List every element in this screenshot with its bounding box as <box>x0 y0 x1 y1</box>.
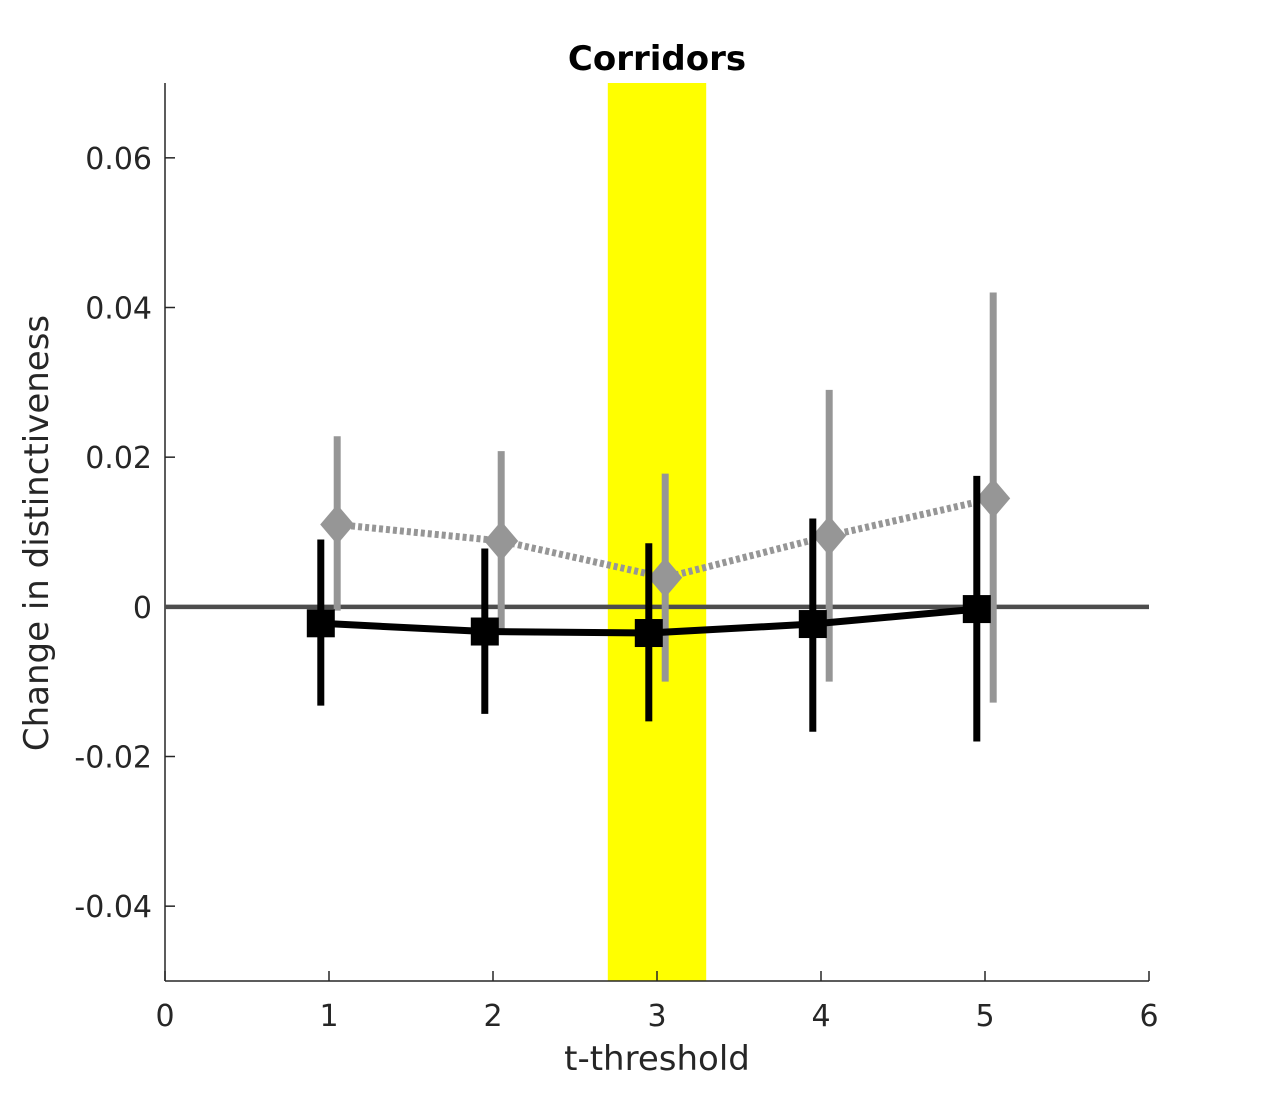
x-tick-label: 6 <box>1139 999 1158 1034</box>
highlight-band <box>607 83 707 981</box>
y-axis-label: Change in distinctiveness <box>17 315 57 751</box>
y-tick-label: 0.06 <box>85 142 152 177</box>
data-point-square <box>470 617 499 646</box>
data-point-diamond <box>484 520 519 561</box>
x-tick-label: 2 <box>483 999 502 1034</box>
y-tick-label: -0.02 <box>74 741 152 776</box>
chart-title: Corridors <box>568 39 746 79</box>
y-tick-label: 0.02 <box>85 441 152 476</box>
x-tick-label: 4 <box>811 999 830 1034</box>
y-tick-label: -0.04 <box>74 890 152 925</box>
x-axis-label: t-threshold <box>564 1039 750 1079</box>
y-tick-label: 0.04 <box>85 292 152 327</box>
x-tick-label: 0 <box>155 999 174 1034</box>
highlight-band-layer <box>607 83 707 981</box>
data-point-square <box>306 609 335 638</box>
data-point-square <box>798 610 827 639</box>
data-point-diamond <box>976 478 1011 519</box>
data-point-square <box>962 595 991 624</box>
data-point-diamond <box>648 557 683 598</box>
y-tick-label: 0 <box>133 591 152 626</box>
x-tick-label: 3 <box>647 999 666 1034</box>
series-layer <box>306 292 1011 742</box>
data-point-diamond <box>812 515 847 556</box>
x-tick-label: 5 <box>975 999 994 1034</box>
axes: 0 1 2 3 4 5 6 -0.04 -0.02 0 0.02 0.04 0.06 <box>74 83 1159 1034</box>
series-1 <box>320 292 1011 703</box>
x-tick-label: 1 <box>319 999 338 1034</box>
data-point-square <box>634 619 663 648</box>
series-0 <box>306 475 991 742</box>
data-point-diamond <box>320 504 355 545</box>
